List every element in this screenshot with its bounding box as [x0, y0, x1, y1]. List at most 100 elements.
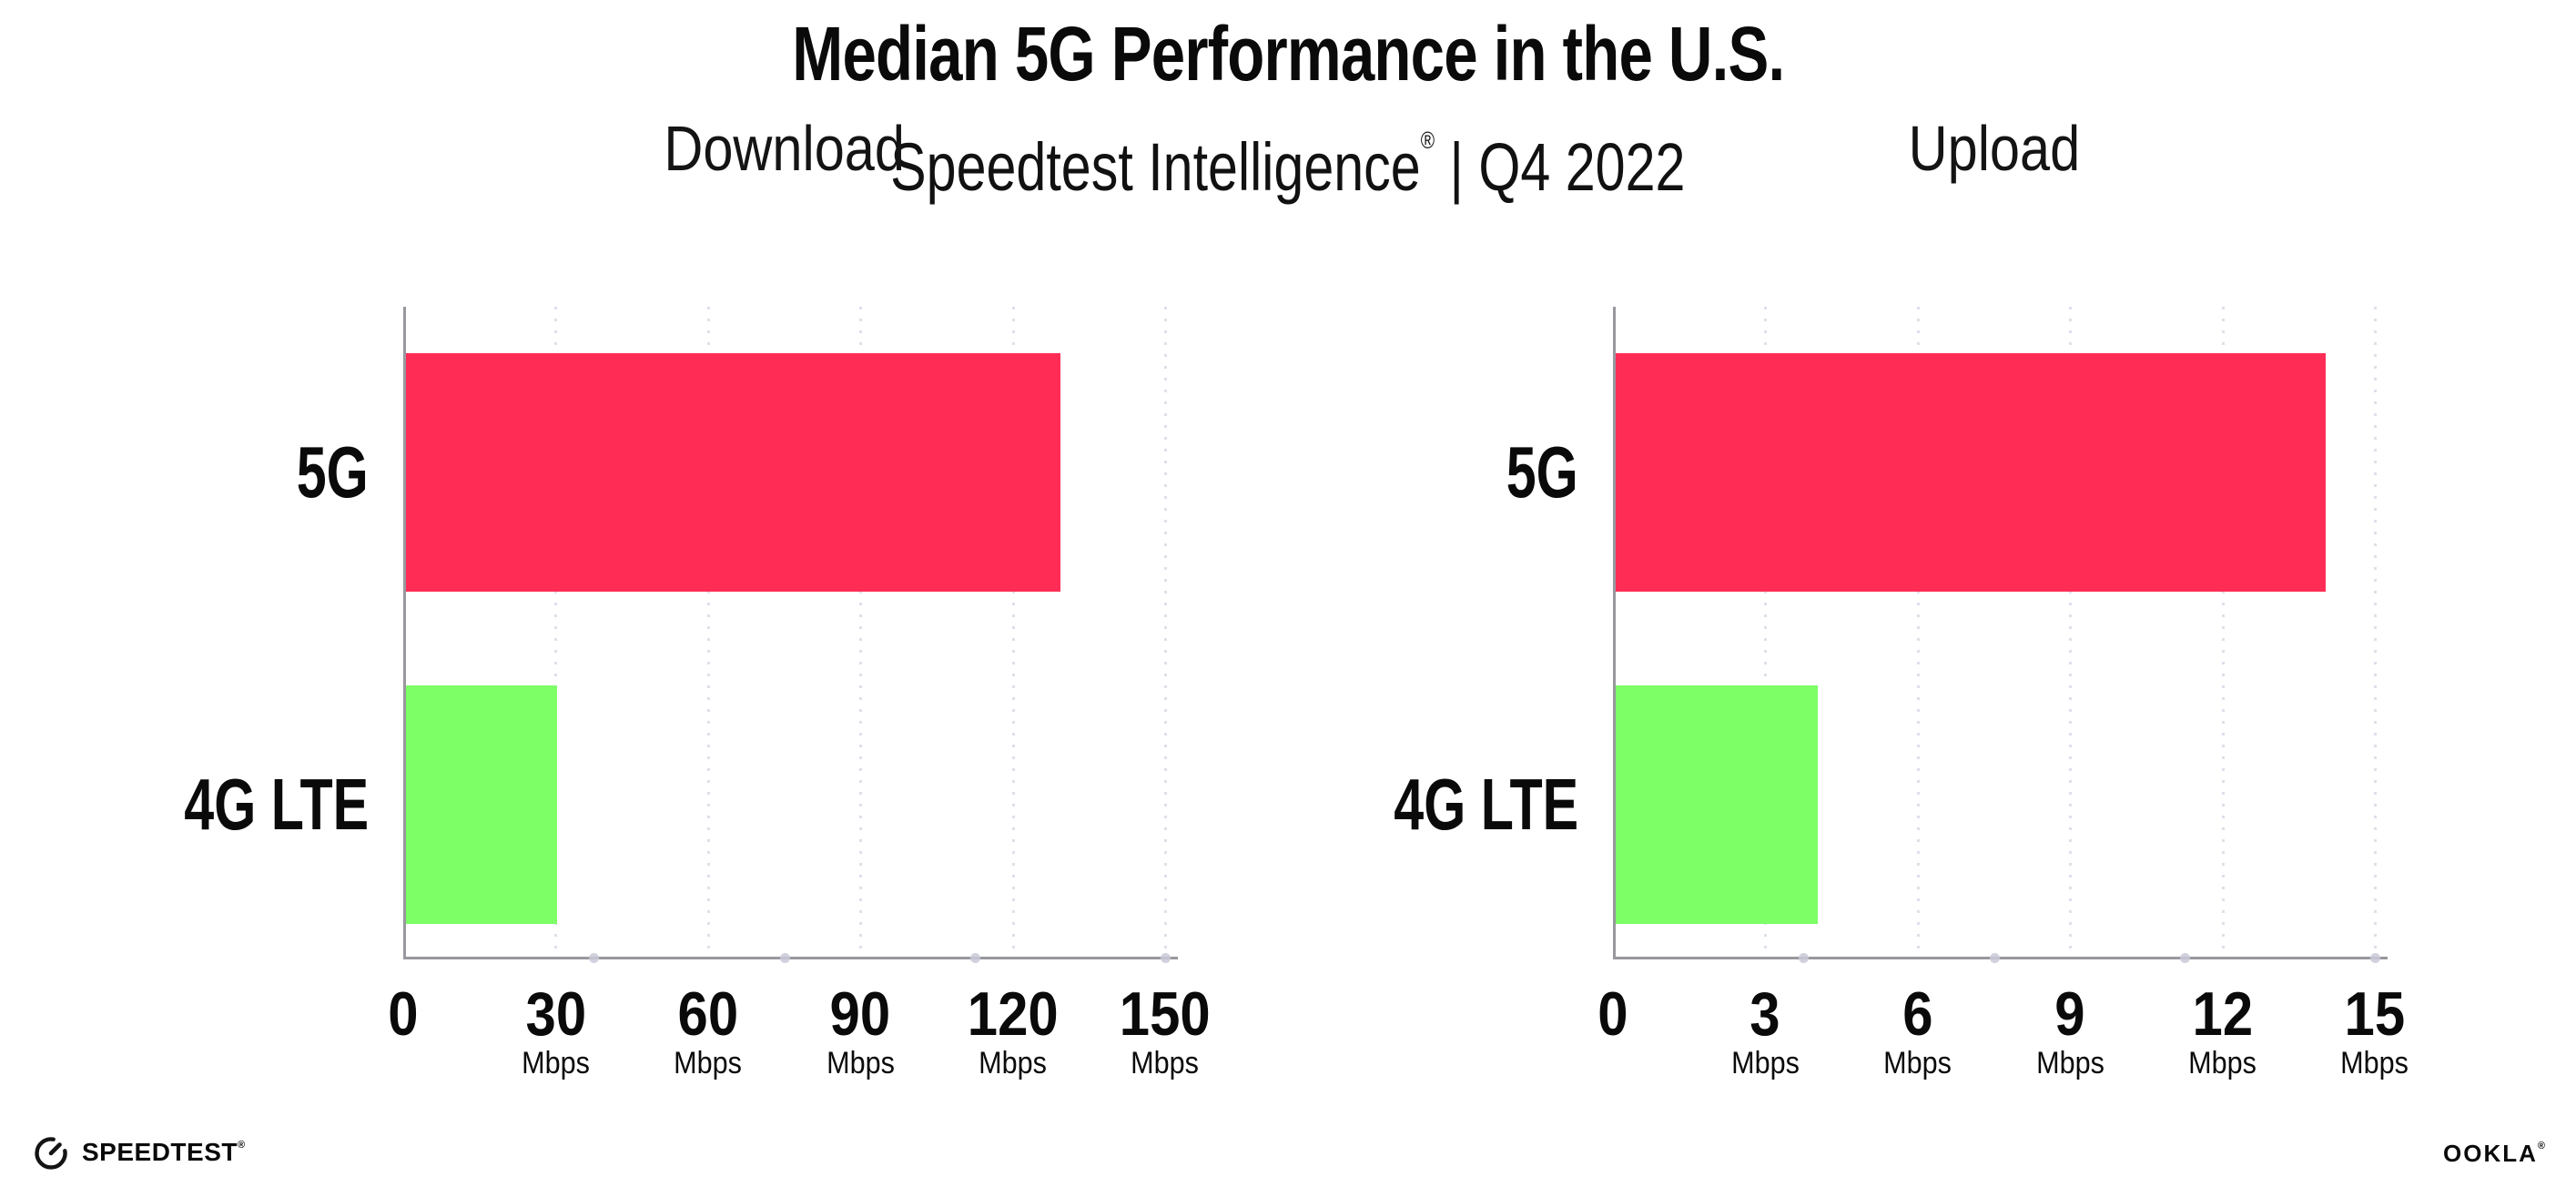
plot-area-upload	[1613, 307, 2388, 963]
gridline-9	[2069, 307, 2073, 959]
x-tick-value-text: 150	[1120, 979, 1211, 1049]
chart-title-download: Download	[403, 115, 1165, 182]
x-axis-line	[403, 957, 1178, 959]
x-tick-unit-text: Mbps	[1730, 1046, 1800, 1080]
subtitle-period: | Q4 2022	[1435, 129, 1686, 205]
x-tick-value-text: 3	[1749, 979, 1781, 1049]
x-tick-value-text: 60	[677, 979, 739, 1049]
category-label-4g-lte: 4G LTE	[1105, 766, 1578, 843]
x-tick-value-text: 120	[967, 979, 1059, 1049]
x-tick-unit: Mbps	[2284, 1045, 2466, 1081]
bar-5g	[1615, 353, 2327, 592]
ookla-trademark: ®	[2537, 1141, 2545, 1151]
ookla-logo: OOKLA®	[2443, 1140, 2545, 1168]
x-tick-value: 6	[1827, 979, 2009, 1049]
speedtest-gauge-icon	[35, 1137, 67, 1170]
axis-tick-dot	[969, 953, 980, 963]
page-subtitle: Speedtest Intelligence® | Q4 2022	[0, 98, 2576, 209]
x-tick-unit: Mbps	[2132, 1045, 2314, 1081]
x-tick-unit-text: Mbps	[1131, 1046, 1200, 1080]
gridline-6	[1916, 307, 1920, 959]
gridline-12	[2221, 307, 2225, 959]
category-label-5g: 5G	[0, 434, 369, 511]
x-tick-value-text: 90	[829, 979, 891, 1049]
bar-4g-lte	[405, 685, 558, 924]
x-tick-90: 90 Mbps	[769, 979, 951, 1081]
plot-area-download	[403, 307, 1178, 963]
axis-tick-dot	[2370, 953, 2380, 963]
gridline-30	[554, 307, 558, 959]
axis-tick-dot	[1161, 953, 1171, 963]
axis-tick-dot	[779, 953, 790, 963]
speedtest-trademark: ®	[237, 1140, 246, 1151]
y-axis-line	[403, 307, 406, 959]
x-tick-unit: Mbps	[769, 1045, 951, 1081]
category-label-text: 5G	[297, 431, 369, 512]
chart-title-text: Upload	[1908, 113, 2080, 184]
registered-mark: ®	[1420, 127, 1435, 154]
x-tick-value-text: 0	[388, 979, 419, 1049]
x-tick-9: 9 Mbps	[1979, 979, 2161, 1081]
x-tick-unit-text: Mbps	[1883, 1046, 1952, 1080]
x-tick-unit-text: Mbps	[521, 1046, 590, 1080]
x-tick-value: 15	[2284, 979, 2466, 1049]
x-tick-unit-text: Mbps	[674, 1046, 743, 1080]
x-tick-value: 30	[464, 983, 646, 1045]
x-tick-unit-text: Mbps	[979, 1046, 1047, 1080]
x-tick-150: 150 Mbps	[1074, 979, 1256, 1081]
page-title: Median 5G Performance in the U.S.	[791, 11, 1785, 96]
category-label-5g: 5G	[1105, 434, 1578, 511]
x-tick-value-text: 0	[1597, 979, 1628, 1049]
gridline-3	[1764, 307, 1768, 959]
chart-title-text: Download	[664, 113, 905, 184]
category-label-4g-lte: 4G LTE	[0, 766, 369, 843]
x-tick-value: 3	[1674, 979, 1856, 1049]
x-tick-unit-text: Mbps	[2340, 1046, 2409, 1080]
category-label-text: 4G LTE	[184, 764, 369, 845]
category-label-text: 4G LTE	[1394, 764, 1578, 845]
x-tick-value: 90	[769, 979, 951, 1049]
x-tick-0: 0	[312, 979, 494, 1049]
chart-title-upload: Upload	[1613, 115, 2375, 182]
speedtest-logo-text: SPEEDTEST®	[82, 1138, 246, 1166]
axis-tick-dot	[1799, 953, 1810, 963]
x-tick-unit-text: Mbps	[2188, 1046, 2257, 1080]
axis-tick-dot	[2179, 953, 2190, 963]
x-tick-value-text: 12	[2192, 979, 2253, 1049]
x-tick-value: 60	[617, 979, 799, 1049]
x-tick-12: 12 Mbps	[2132, 979, 2314, 1081]
category-label-text: 5G	[1506, 431, 1578, 512]
x-tick-unit: Mbps	[1979, 1045, 2161, 1081]
x-tick-6: 6 Mbps	[1827, 979, 2009, 1081]
x-tick-0: 0	[1522, 979, 1704, 1049]
x-tick-15: 15 Mbps	[2284, 979, 2466, 1081]
gridline-60	[706, 307, 710, 959]
bar-5g	[405, 353, 1060, 592]
x-tick-value: 0	[1522, 979, 1704, 1049]
x-tick-value-text: 15	[2344, 979, 2406, 1049]
x-tick-value: 12	[2132, 979, 2314, 1049]
x-tick-60: 60 Mbps	[617, 979, 799, 1081]
x-tick-unit: Mbps	[1827, 1045, 2009, 1081]
x-tick-value: 150	[1074, 979, 1256, 1049]
x-tick-unit-text: Mbps	[826, 1046, 895, 1080]
x-tick-unit: Mbps	[1674, 1045, 1856, 1081]
x-tick-unit: Mbps	[922, 1045, 1104, 1081]
gridline-150	[1164, 307, 1167, 959]
axis-tick-dot	[1989, 953, 2000, 963]
x-tick-unit-text: Mbps	[2035, 1046, 2104, 1080]
gridline-120	[1011, 307, 1015, 959]
x-tick-value: 120	[922, 979, 1104, 1049]
axis-tick-dot	[589, 953, 600, 963]
ookla-logo-text: OOKLA®	[2443, 1140, 2545, 1167]
x-tick-value: 0	[312, 979, 494, 1049]
x-tick-unit: Mbps	[1074, 1045, 1256, 1081]
speedtest-logo: SPEEDTEST®	[33, 1134, 245, 1171]
x-tick-3: 3 Mbps	[1674, 979, 1856, 1081]
x-tick-value-text: 6	[1902, 979, 1933, 1049]
x-tick-30: 30 Mbps	[464, 983, 646, 1081]
x-tick-120: 120 Mbps	[922, 979, 1104, 1081]
x-tick-value-text: 9	[2054, 979, 2085, 1049]
bar-4g-lte	[1615, 685, 1819, 924]
